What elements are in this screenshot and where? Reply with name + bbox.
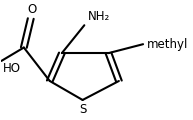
Text: NH₂: NH₂ — [88, 10, 110, 23]
Text: O: O — [28, 3, 37, 16]
Text: S: S — [79, 103, 86, 116]
Text: methyl: methyl — [146, 38, 188, 51]
Text: HO: HO — [3, 62, 21, 75]
